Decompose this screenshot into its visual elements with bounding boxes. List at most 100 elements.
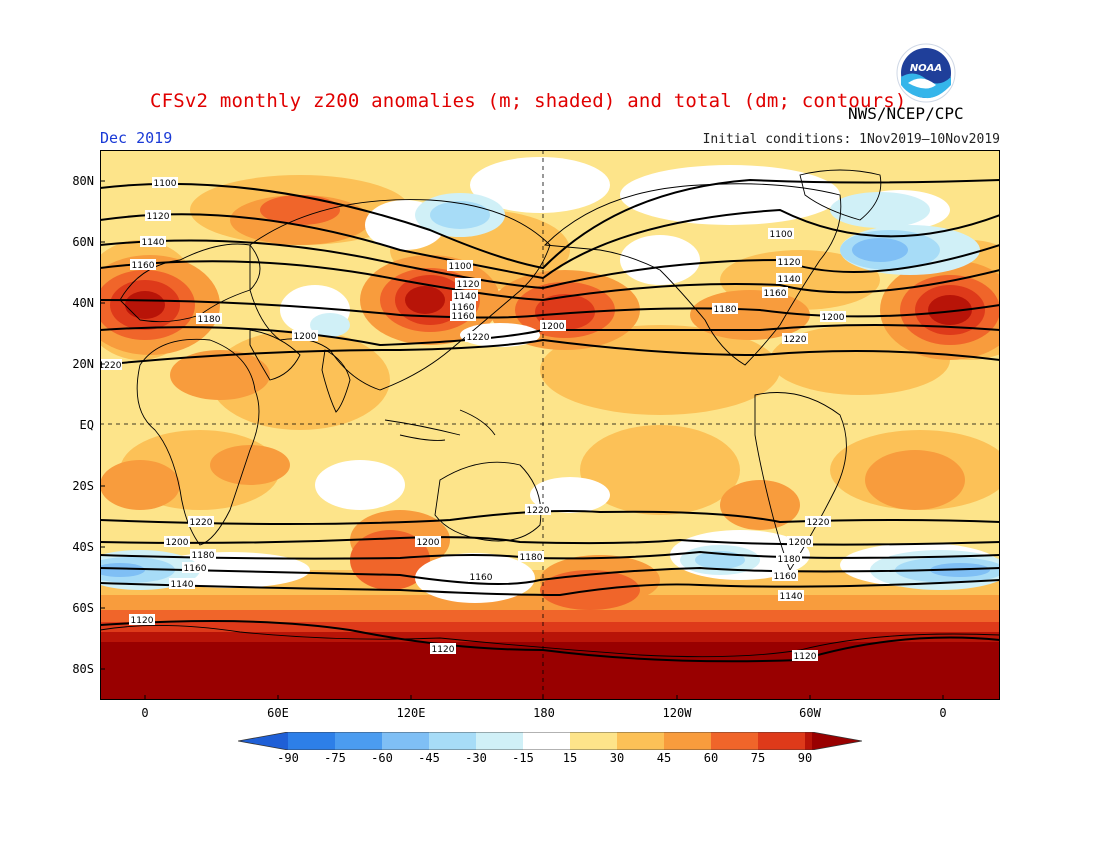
colorbar-segment xyxy=(805,732,812,750)
svg-text:NOAA: NOAA xyxy=(910,63,942,74)
colorbar-segment xyxy=(711,732,758,750)
contour-label: 1220 xyxy=(465,331,491,343)
svg-text:1120: 1120 xyxy=(778,258,801,268)
svg-text:1200: 1200 xyxy=(822,313,845,323)
colorbar-segment xyxy=(758,732,805,750)
colorbar-tick: 75 xyxy=(750,751,766,765)
colorbar-segment xyxy=(570,732,617,750)
svg-text:1160: 1160 xyxy=(132,261,155,271)
svg-text:1140: 1140 xyxy=(778,275,801,285)
lat-label-80s: 80S xyxy=(72,662,94,676)
axis-ticks xyxy=(100,180,944,700)
contour-label: 1160 xyxy=(762,287,788,299)
svg-text:1200: 1200 xyxy=(789,538,812,548)
contour-label: 1120 xyxy=(129,614,155,626)
forecast-period: Dec 2019 xyxy=(100,129,173,147)
svg-text:1200: 1200 xyxy=(166,538,189,548)
colorbar-tick: -15 xyxy=(512,751,534,765)
colorbar-tick: -45 xyxy=(418,751,440,765)
colorbar-segment xyxy=(238,732,288,750)
contour-label: 1120 xyxy=(430,643,456,655)
colorbar-segment xyxy=(523,732,570,750)
svg-text:1180: 1180 xyxy=(520,553,543,563)
svg-text:1220: 1220 xyxy=(467,333,490,343)
colorbar-tick: 30 xyxy=(609,751,625,765)
svg-text:1160: 1160 xyxy=(452,303,475,313)
contour-label: 1180 xyxy=(518,551,544,563)
colorbar-tick: -30 xyxy=(465,751,487,765)
contour-label: 1220 xyxy=(525,504,551,516)
lon-label-60e: 60E xyxy=(267,706,289,720)
colorbar-tick: -90 xyxy=(277,751,299,765)
lon-label-0-east: 0 xyxy=(939,706,947,720)
contour-label: 1160 xyxy=(450,310,476,322)
anomaly-map: 1100 1120 1140 1160 1180 1200 1220 1100 … xyxy=(100,150,1000,700)
contour-label: 1160 xyxy=(468,571,494,583)
svg-text:1160: 1160 xyxy=(764,289,787,299)
svg-text:1180: 1180 xyxy=(778,555,801,565)
lat-label-40s: 40S xyxy=(72,540,94,554)
svg-text:1220: 1220 xyxy=(807,518,830,528)
colorbar-segment xyxy=(335,732,382,750)
contour-label: 1180 xyxy=(196,313,222,325)
lat-label-eq: EQ xyxy=(79,418,94,432)
lon-label-0: 0 xyxy=(141,706,149,720)
colorbar-segment xyxy=(382,732,429,750)
svg-text:1120: 1120 xyxy=(457,280,480,290)
colorbar-tick: 45 xyxy=(656,751,672,765)
colorbar-segment xyxy=(429,732,476,750)
contour-label: 1200 xyxy=(787,536,813,548)
colorbar-segment xyxy=(812,732,862,750)
initial-conditions: Initial conditions: 1Nov2019–10Nov2019 xyxy=(702,132,1000,147)
lat-label-20s: 20S xyxy=(72,479,94,493)
contour-label: 1160 xyxy=(450,301,476,313)
lon-label-60w: 60W xyxy=(799,706,821,720)
svg-text:1120: 1120 xyxy=(131,616,154,626)
svg-text:1120: 1120 xyxy=(147,212,170,222)
colorbar-segment xyxy=(288,732,335,750)
map-frame xyxy=(100,150,1000,700)
lon-label-180: 180 xyxy=(533,706,555,720)
contour-label: 1200 xyxy=(415,536,441,548)
svg-text:1160: 1160 xyxy=(452,312,475,322)
contour-label: 1140 xyxy=(169,578,195,590)
contour-label: 1220 xyxy=(805,516,831,528)
colorbar-segment xyxy=(617,732,664,750)
contour-label: 1120 xyxy=(792,650,818,662)
svg-text:1200: 1200 xyxy=(294,332,317,342)
svg-text:1220: 1220 xyxy=(784,335,807,345)
svg-text:1160: 1160 xyxy=(184,564,207,574)
svg-text:1220: 1220 xyxy=(190,518,213,528)
colorbar-tick: -60 xyxy=(371,751,393,765)
contour-label: 1140 xyxy=(452,290,478,302)
svg-text:1120: 1120 xyxy=(794,652,817,662)
coastlines xyxy=(100,169,1000,658)
svg-text:1100: 1100 xyxy=(449,262,472,272)
svg-text:1180: 1180 xyxy=(198,315,221,325)
svg-text:1180: 1180 xyxy=(714,305,737,315)
contour-label: 1100 xyxy=(152,177,178,189)
contour-label: 1120 xyxy=(776,256,802,268)
contour-label: 1180 xyxy=(712,303,738,315)
svg-text:1140: 1140 xyxy=(780,592,803,602)
svg-text:1220: 1220 xyxy=(100,361,122,371)
lat-label-40n: 40N xyxy=(72,296,94,310)
noaa-logo-icon: NOAA xyxy=(896,43,956,103)
colorbar-segment xyxy=(664,732,711,750)
contour-label: 1220 xyxy=(188,516,214,528)
contour-label: 1160 xyxy=(182,562,208,574)
colorbar-segment xyxy=(476,732,523,750)
svg-text:1140: 1140 xyxy=(142,238,165,248)
contour-label: 1140 xyxy=(140,236,166,248)
contour-label: 1100 xyxy=(768,228,794,240)
contour-label: 1180 xyxy=(190,549,216,561)
agency-label: NWS/NCEP/CPC xyxy=(848,104,964,123)
lat-label-20n: 20N xyxy=(72,357,94,371)
height-contours-nh xyxy=(100,178,1000,366)
lon-label-120e: 120E xyxy=(396,706,426,720)
contour-label: 1120 xyxy=(145,210,171,222)
contour-label: 1100 xyxy=(447,260,473,272)
contour-label: 1200 xyxy=(820,311,846,323)
contour-label: 1120 xyxy=(455,278,481,290)
contour-label: 1160 xyxy=(772,570,798,582)
